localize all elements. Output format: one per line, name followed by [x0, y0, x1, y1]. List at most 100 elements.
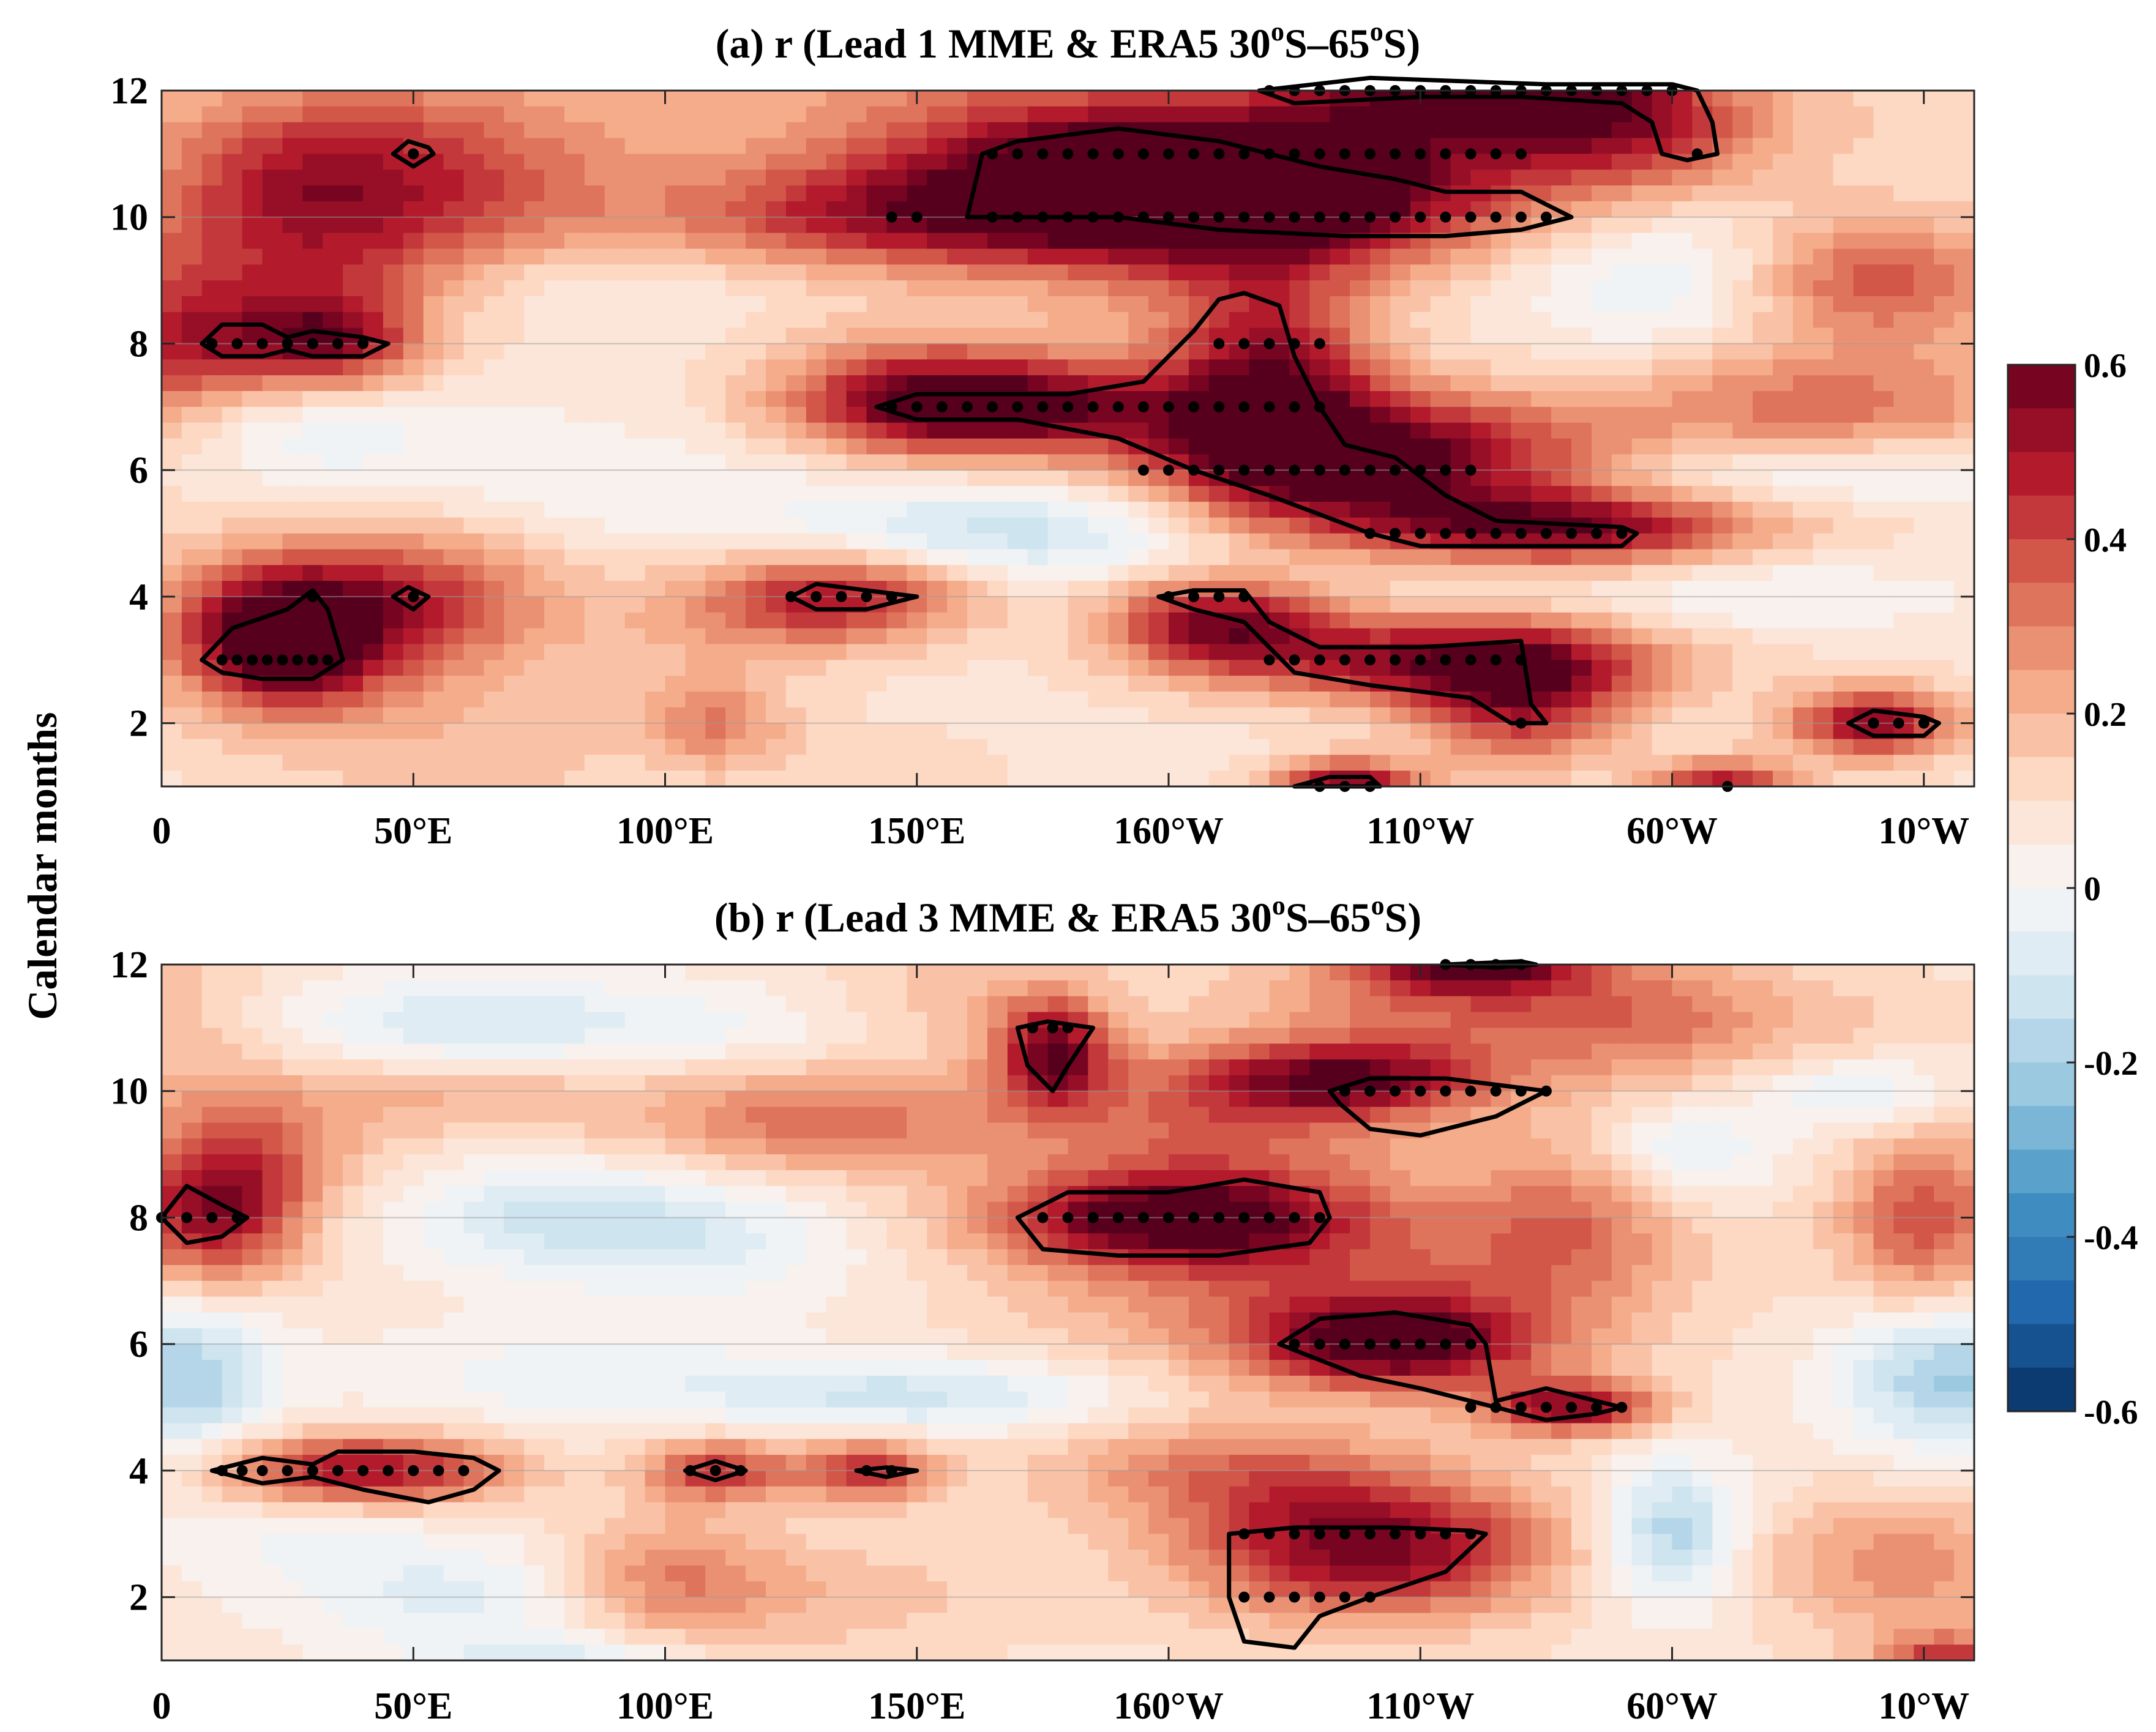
- stipple-dot: [1515, 717, 1527, 729]
- heatmap-cell: [544, 549, 565, 566]
- heatmap-cell: [967, 486, 988, 502]
- heatmap-cell: [1027, 612, 1049, 629]
- heatmap-cell: [282, 723, 304, 740]
- heatmap-cell: [383, 1107, 404, 1124]
- heatmap-cell: [1188, 660, 1210, 676]
- heatmap-cell: [1430, 612, 1451, 629]
- heatmap-cell: [463, 390, 485, 408]
- heatmap-cell: [1148, 375, 1169, 392]
- heatmap-cell: [1893, 106, 1915, 123]
- heatmap-cell: [1108, 91, 1129, 107]
- heatmap-cell: [1047, 343, 1069, 360]
- heatmap-cell: [302, 965, 323, 981]
- heatmap-cell: [1893, 517, 1915, 534]
- heatmap-cell: [1591, 612, 1612, 629]
- heatmap-cell: [282, 1344, 304, 1361]
- heatmap-cell: [282, 1534, 304, 1550]
- heatmap-cell: [1208, 676, 1230, 692]
- heatmap-cell: [1853, 549, 1874, 566]
- heatmap-cell: [363, 1233, 384, 1250]
- heatmap-cell: [181, 771, 203, 787]
- heatmap-cell: [544, 138, 565, 155]
- heatmap-cell: [927, 217, 948, 234]
- heatmap-cell: [1047, 248, 1069, 266]
- heatmap-cell: [343, 1328, 364, 1345]
- heatmap-cell: [1148, 707, 1169, 724]
- heatmap-cell: [383, 1217, 404, 1234]
- heatmap-cell: [1450, 264, 1472, 281]
- heatmap-cell: [665, 470, 686, 487]
- heatmap-cell: [1833, 565, 1854, 581]
- heatmap-cell: [423, 1502, 444, 1519]
- heatmap-cell: [604, 375, 626, 392]
- heatmap-cell: [1914, 581, 1934, 597]
- stipple-dot: [1390, 148, 1401, 160]
- heatmap-cell: [181, 676, 203, 692]
- heatmap-cell: [383, 1264, 404, 1282]
- heatmap-cell: [1692, 739, 1713, 756]
- heatmap-cell: [242, 707, 263, 724]
- heatmap-cell: [806, 454, 827, 471]
- heatmap-cell: [302, 980, 323, 997]
- heatmap-cell: [1732, 501, 1753, 518]
- heatmap-cell: [302, 438, 323, 455]
- heatmap-cell: [1470, 486, 1492, 502]
- heatmap-cell: [1188, 691, 1210, 708]
- heatmap-cell: [947, 596, 968, 613]
- heatmap-cell: [987, 470, 1008, 487]
- heatmap-cell: [504, 1059, 525, 1076]
- heatmap-cell: [504, 691, 525, 708]
- heatmap-cell: [967, 264, 988, 281]
- heatmap-cell: [766, 422, 787, 439]
- heatmap-cell: [1571, 454, 1592, 471]
- heatmap-cell: [1712, 628, 1733, 645]
- significance-contour: [1846, 708, 1941, 738]
- heatmap-cell: [1511, 343, 1532, 360]
- heatmap-cell: [1390, 312, 1411, 329]
- stipple-dot: [247, 654, 258, 666]
- heatmap-cell: [1511, 312, 1532, 329]
- heatmap-cell: [323, 1328, 343, 1345]
- heatmap-cell: [826, 549, 847, 566]
- heatmap-cell: [1350, 185, 1371, 202]
- heatmap-cell: [282, 1518, 304, 1535]
- heatmap-cell: [282, 1550, 304, 1566]
- heatmap-cell: [383, 1518, 404, 1535]
- heatmap-cell: [463, 501, 485, 518]
- heatmap-cell: [443, 1439, 465, 1455]
- heatmap-cell: [383, 1296, 404, 1313]
- heatmap-cell: [1712, 486, 1733, 502]
- heatmap-cell: [1652, 264, 1673, 281]
- heatmap-cell: [1753, 375, 1773, 392]
- heatmap-cell: [1813, 138, 1834, 155]
- heatmap-cell: [866, 375, 888, 392]
- heatmap-cell: [242, 1597, 263, 1614]
- heatmap-cell: [927, 676, 948, 692]
- heatmap-cell: [1208, 106, 1230, 123]
- heatmap-cell: [947, 644, 968, 661]
- heatmap-cell: [1853, 644, 1874, 661]
- heatmap-cell: [323, 454, 343, 471]
- heatmap-cell: [343, 1107, 364, 1124]
- heatmap-cell: [746, 327, 766, 345]
- heatmap-cell: [524, 965, 545, 981]
- heatmap-cell: [423, 1581, 444, 1598]
- heatmap-cell: [705, 549, 726, 566]
- heatmap-cell: [524, 980, 545, 997]
- heatmap-cell: [1208, 375, 1230, 392]
- heatmap-cell: [1128, 264, 1149, 281]
- heatmap-cell: [1954, 771, 1975, 787]
- heatmap-cell: [604, 390, 626, 408]
- heatmap-cell: [1531, 248, 1552, 266]
- heatmap-cell: [1269, 248, 1290, 266]
- heatmap-cell: [866, 185, 888, 202]
- heatmap-cell: [1289, 533, 1311, 550]
- heatmap-cell: [1732, 771, 1753, 787]
- heatmap-cell: [1833, 755, 1854, 771]
- heatmap-cell: [463, 1154, 485, 1171]
- heatmap-cell: [363, 1344, 384, 1361]
- heatmap-cell: [403, 1629, 424, 1645]
- heatmap-cell: [262, 771, 283, 787]
- heatmap-cell: [1430, 723, 1451, 740]
- heatmap-cell: [201, 1518, 223, 1535]
